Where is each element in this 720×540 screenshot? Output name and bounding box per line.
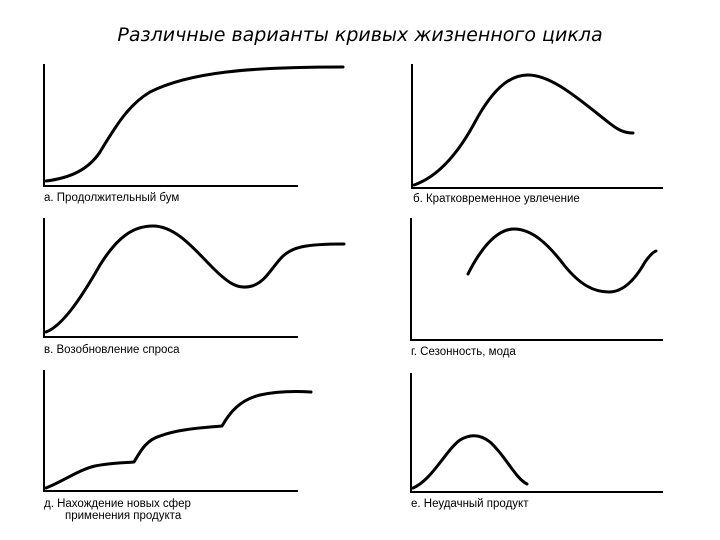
panel-e-axes [43, 370, 298, 492]
panel-a-curve [44, 65, 345, 183]
panel-d: г. Сезонность, мода [410, 218, 663, 358]
panel-c-caption: в. Возобновление спроса [44, 344, 180, 356]
panel-d-caption: г. Сезонность, мода [411, 346, 516, 358]
panel-f-caption: е. Неудачный продукт [411, 498, 529, 510]
panel-c-curve [44, 224, 346, 334]
panel-b-axes [411, 64, 663, 189]
panel-a-caption: а. Продолжительный бум [44, 192, 179, 204]
panel-f: е. Неудачный продукт [410, 373, 663, 510]
panel-e-curve [44, 389, 313, 490]
panel-f-axes [410, 373, 663, 493]
diagram-title: Различные варианты кривых жизненного цик… [117, 24, 603, 46]
panel-b-curve [412, 73, 635, 187]
panel-c: в. Возобновление спроса [43, 218, 346, 356]
panel-d-axes [410, 218, 663, 341]
panel-b-caption: б. Кратковременное увлечение [413, 193, 580, 205]
panel-e-caption: д. Нахождение новых сфер применения прод… [44, 498, 194, 522]
panel-d-curve [466, 227, 658, 294]
panel-a-axes [43, 64, 298, 187]
panel-f-curve [411, 434, 529, 490]
panel-a: а. Продолжительный бум [43, 64, 345, 204]
panel-c-axes [43, 218, 298, 338]
panel-b: б. Кратковременное увлечение [411, 64, 663, 205]
panel-e: д. Нахождение новых сфер применения прод… [43, 370, 313, 522]
